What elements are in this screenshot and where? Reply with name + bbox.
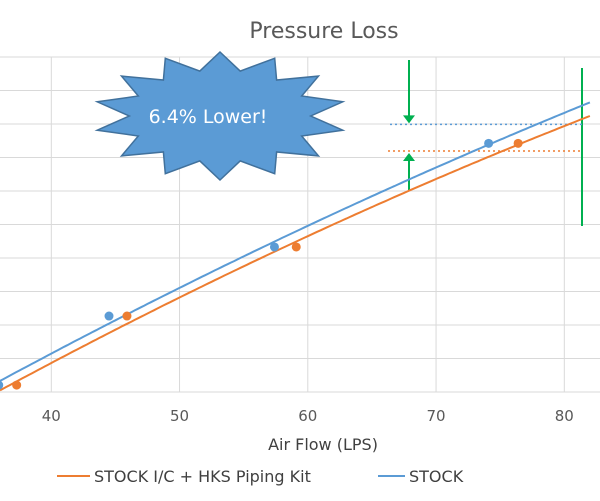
annotation-group: 6.4% Lower! [94, 50, 583, 226]
x-tick-label: 60 [298, 407, 317, 425]
legend-label-series-2: STOCK [409, 467, 464, 486]
starburst-shape [94, 50, 346, 182]
x-tick-labels: 40 50 60 70 80 [42, 407, 574, 425]
chart-title: Pressure Loss [249, 19, 398, 44]
points-group [0, 138, 523, 390]
x-axis-label: Air Flow (LPS) [268, 435, 378, 454]
legend: STOCK I/C + HKS Piping Kit STOCK [57, 467, 464, 486]
legend-label-series-1: STOCK I/C + HKS Piping Kit [94, 467, 311, 486]
starburst-text: 6.4% Lower! [149, 106, 268, 128]
arrow-down-icon [403, 115, 415, 124]
data-point-series-2 [484, 138, 494, 148]
trendline-series-1 [0, 115, 591, 392]
plot-grid [0, 56, 600, 393]
arrow-up-icon [403, 152, 415, 161]
x-tick-label: 80 [555, 407, 574, 425]
x-tick-label: 70 [427, 407, 446, 425]
x-tick-label: 40 [42, 407, 61, 425]
data-point-series-1 [12, 380, 22, 390]
data-point-series-1 [122, 311, 132, 321]
data-point-series-2 [104, 311, 114, 321]
x-tick-label: 50 [170, 407, 189, 425]
data-point-series-1 [513, 138, 523, 148]
data-point-series-2 [0, 380, 4, 390]
data-point-series-2 [269, 242, 279, 252]
data-point-series-1 [291, 242, 301, 252]
